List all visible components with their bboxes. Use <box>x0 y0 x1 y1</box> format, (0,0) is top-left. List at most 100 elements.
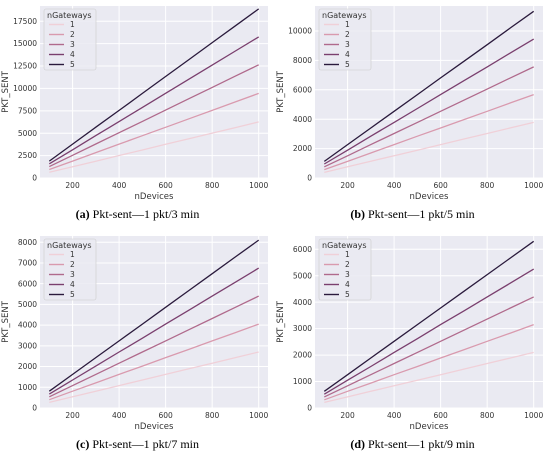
series-line-2 <box>324 323 534 401</box>
legend-label: 1 <box>345 20 350 29</box>
y-tick-label: 0 <box>307 174 312 183</box>
series-line-3 <box>324 66 534 168</box>
legend-label: 3 <box>345 270 350 279</box>
y-tick-label: 17500 <box>13 17 37 26</box>
series-line-1 <box>324 121 534 174</box>
line-chart-b: 200 400 600 800 10000200040006000800010000nD… <box>276 6 543 202</box>
y-axis-label: PKT_SENT <box>276 300 286 343</box>
x-tick-label: 200 <box>340 411 355 420</box>
y-tick-label: 6000 <box>293 245 312 254</box>
legend-label: 4 <box>345 50 350 59</box>
series-line-4 <box>323 38 535 165</box>
caption-d: (d) Pkt-sent—1 pkt/9 min <box>275 437 550 452</box>
chart-panel-a: 200 400 600 800 1000 0 2500 5000 7500 10000 12500 1… <box>0 0 275 230</box>
series-line-1 <box>324 351 534 404</box>
x-tick-label: 800 <box>205 181 220 190</box>
legend-label: 4 <box>70 50 75 59</box>
legend-label: 2 <box>70 30 75 39</box>
y-tick-label: 7500 <box>18 106 37 115</box>
y-tick-label: 4000 <box>293 298 312 307</box>
chart-panel-d: 200 400 600 800 1000 0 1000 2000 3000 4000 5000 600… <box>275 230 550 460</box>
legend-label: 1 <box>70 20 75 29</box>
series-line-1 <box>49 351 259 404</box>
chart-panel-b: 200 400 600 800 1000 0 2000 4000 6000 8000 10000 nD… <box>275 0 550 230</box>
legend-label: 4 <box>345 280 350 289</box>
x-axis-label: nDevices <box>410 192 449 202</box>
caption-text: Pkt-sent—1 pkt/9 min <box>368 437 475 451</box>
y-tick-label: 5000 <box>18 129 37 138</box>
legend-label: 3 <box>70 40 75 49</box>
y-tick-label: 2500 <box>18 151 37 160</box>
caption-label: (b) <box>350 207 365 221</box>
y-tick-label: 0 <box>307 404 312 413</box>
y-tick-label: 6000 <box>18 279 37 288</box>
y-tick-label: 1000 <box>293 377 312 386</box>
series-line-5 <box>323 240 535 392</box>
x-tick-label: 400 <box>387 411 402 420</box>
x-tick-label: 200 <box>340 181 355 190</box>
x-tick-label: 600 <box>158 181 173 190</box>
legend-title: nGateways <box>47 241 92 250</box>
x-tick-label: 200 <box>65 181 80 190</box>
x-tick-label: 1000 <box>524 181 543 190</box>
x-tick-label: 1000 <box>249 181 268 190</box>
series-line-5 <box>323 10 535 162</box>
legend-title: nGateways <box>47 11 92 20</box>
y-tick-label: 0 <box>32 174 37 183</box>
caption-label: (a) <box>75 207 90 221</box>
series-line-3 <box>49 295 259 398</box>
x-tick-label: 600 <box>433 181 448 190</box>
x-axis-label: nDevices <box>135 192 174 202</box>
series-line-2 <box>49 92 259 171</box>
y-tick-label: 4000 <box>293 115 312 124</box>
x-tick-label: 800 <box>480 411 495 420</box>
series-line-2 <box>324 93 534 171</box>
series-line-4 <box>323 268 535 395</box>
series-line-3 <box>324 296 534 398</box>
legend-label: 2 <box>70 260 75 269</box>
x-tick-label: 200 <box>65 411 80 420</box>
legend-title: nGateways <box>322 11 367 20</box>
y-tick-label: 7000 <box>18 259 37 268</box>
y-tick-label: 0 <box>32 404 37 413</box>
y-tick-label: 10000 <box>13 84 37 93</box>
x-tick-label: 1000 <box>524 411 543 420</box>
chart-panel-c: 200 400 600 800 1000 0 1000 2000 3000 4000 5000 600… <box>0 230 275 460</box>
x-tick-label: 400 <box>112 411 127 420</box>
y-tick-label: 4000 <box>18 321 37 330</box>
x-tick-label: 1000 <box>249 411 268 420</box>
caption-b: (b) Pkt-sent—1 pkt/5 min <box>275 207 550 222</box>
caption-label: (d) <box>350 437 365 451</box>
y-tick-label: 5000 <box>18 300 37 309</box>
y-tick-label: 15000 <box>13 39 37 48</box>
legend-label: 1 <box>345 250 350 259</box>
legend-label: 2 <box>345 30 350 39</box>
caption-label: (c) <box>76 437 90 451</box>
x-axis-label: nDevices <box>135 422 174 432</box>
series-line-3 <box>49 64 259 168</box>
y-tick-label: 3000 <box>293 324 312 333</box>
legend-label: 3 <box>70 270 75 279</box>
caption-c: (c) Pkt-sent—1 pkt/7 min <box>0 437 275 452</box>
legend-label: 5 <box>70 60 75 69</box>
legend-label: 1 <box>70 250 75 259</box>
y-tick-label: 3000 <box>18 341 37 350</box>
caption-text: Pkt-sent—1 pkt/7 min <box>92 437 199 451</box>
y-tick-label: 6000 <box>293 85 312 94</box>
caption-text: Pkt-sent—1 pkt/5 min <box>368 207 475 221</box>
legend-label: 5 <box>345 290 350 299</box>
caption-a: (a) Pkt-sent—1 pkt/3 min <box>0 207 275 222</box>
y-axis-label: PKT_SENT <box>276 70 286 113</box>
line-chart-d: 200 400 600 800 1000 0 1000 2000 3000 4000 5000 600… <box>276 236 543 432</box>
legend-label: 5 <box>345 60 350 69</box>
legend-label: 2 <box>345 260 350 269</box>
y-tick-label: 5000 <box>293 271 312 280</box>
y-tick-label: 8000 <box>18 238 37 247</box>
line-chart-a: 200 400 600 800 1000025005000750010000125001… <box>1 6 268 202</box>
y-tick-label: 2000 <box>18 362 37 371</box>
x-tick-label: 600 <box>158 411 173 420</box>
legend-label: 4 <box>70 280 75 289</box>
x-tick-label: 600 <box>433 411 448 420</box>
series-line-5 <box>48 8 260 162</box>
y-tick-label: 2000 <box>293 351 312 360</box>
